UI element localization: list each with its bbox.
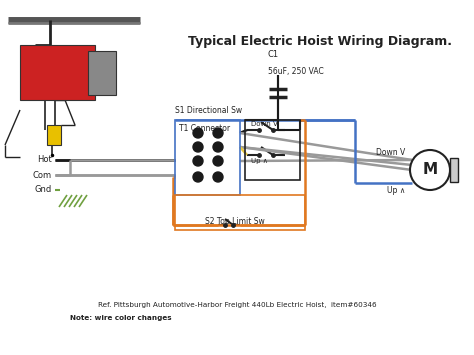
Circle shape	[193, 172, 203, 182]
Text: Typical Electric Hoist Wiring Diagram.: Typical Electric Hoist Wiring Diagram.	[188, 35, 452, 48]
Circle shape	[213, 142, 223, 152]
Text: M: M	[422, 163, 438, 178]
Circle shape	[410, 150, 450, 190]
Text: Down V: Down V	[251, 121, 278, 127]
Text: Down V: Down V	[376, 148, 405, 157]
Circle shape	[213, 128, 223, 138]
Bar	[450, 158, 458, 182]
Text: Up ∧: Up ∧	[251, 158, 268, 164]
Circle shape	[213, 172, 223, 182]
Text: 56uF, 250 VAC: 56uF, 250 VAC	[268, 67, 324, 76]
Bar	[47, 125, 61, 145]
Bar	[88, 51, 116, 95]
Circle shape	[193, 128, 203, 138]
Text: Gnd: Gnd	[35, 186, 52, 195]
Circle shape	[193, 142, 203, 152]
Text: Hot: Hot	[37, 155, 52, 164]
Bar	[175, 195, 305, 230]
Text: Com: Com	[33, 170, 52, 180]
Text: S1 Directional Sw: S1 Directional Sw	[175, 106, 242, 115]
Bar	[20, 45, 95, 100]
Text: S2 Top Limit Sw: S2 Top Limit Sw	[205, 217, 265, 226]
Bar	[245, 120, 300, 180]
Text: Up ∧: Up ∧	[387, 186, 405, 195]
Text: T1 Connector: T1 Connector	[179, 124, 230, 133]
Circle shape	[193, 156, 203, 166]
Bar	[175, 120, 240, 195]
Circle shape	[213, 156, 223, 166]
Text: Note: wire color changes: Note: wire color changes	[70, 315, 172, 321]
Text: Ref. Pittsburgh Automotive-Harbor Freight 440Lb Electric Hoist,  item#60346: Ref. Pittsburgh Automotive-Harbor Freigh…	[98, 302, 376, 308]
Text: C1: C1	[268, 50, 279, 59]
